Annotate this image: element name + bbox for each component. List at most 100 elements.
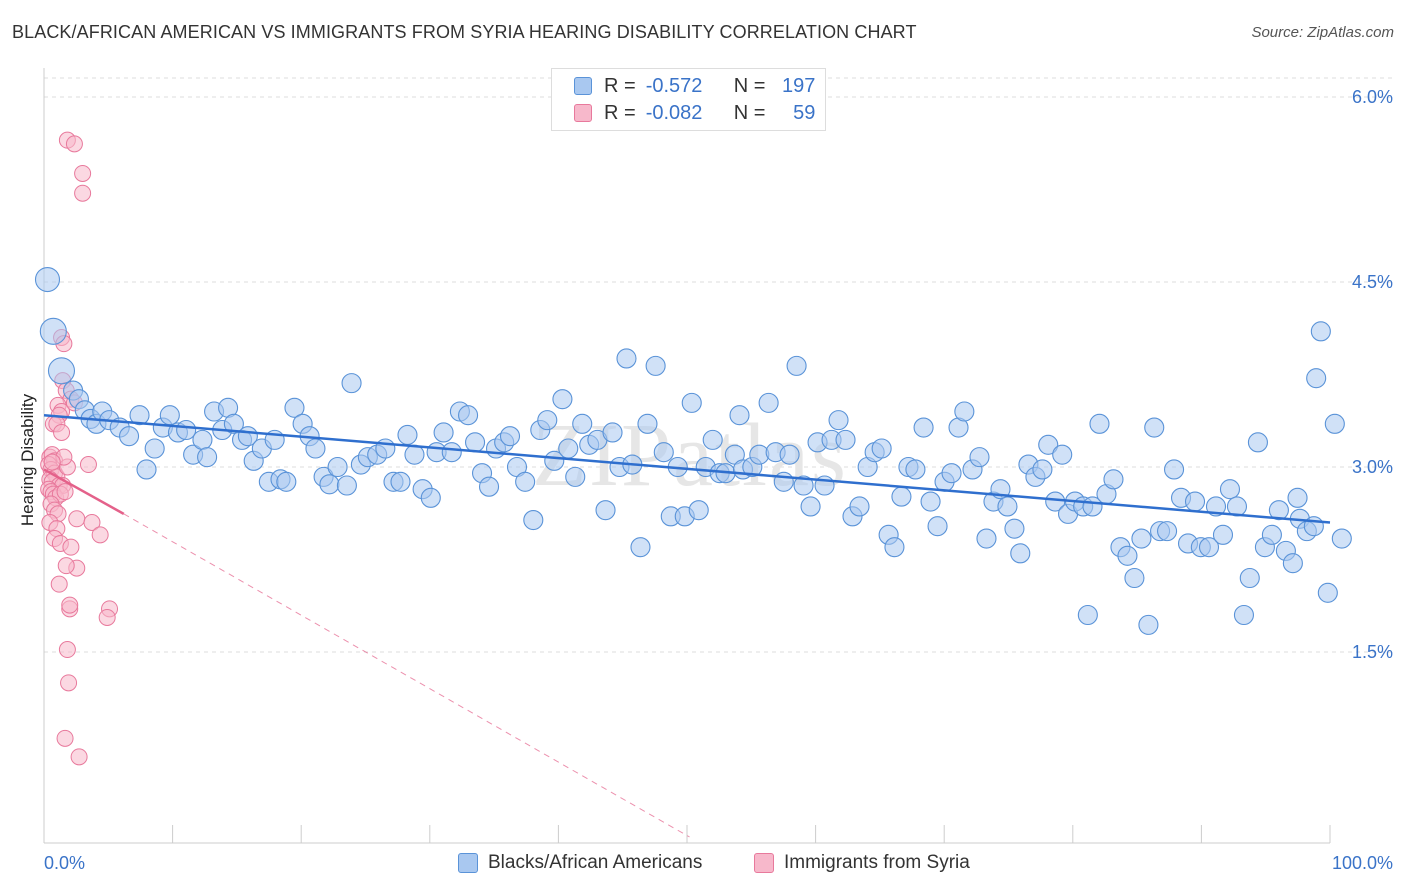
black-point bbox=[1324, 413, 1345, 434]
black-point bbox=[572, 413, 593, 434]
syria-point bbox=[91, 526, 109, 544]
legend-n-value: 59 bbox=[793, 101, 816, 124]
syria-point bbox=[53, 423, 71, 441]
black-point bbox=[499, 426, 521, 447]
black-point bbox=[793, 475, 814, 496]
black-point bbox=[602, 422, 623, 443]
black-point bbox=[884, 537, 905, 558]
black-point bbox=[118, 426, 140, 447]
syria-point bbox=[50, 575, 68, 593]
syria-point bbox=[60, 674, 78, 692]
black-point bbox=[305, 438, 326, 459]
syria-trend-extension bbox=[123, 513, 690, 838]
black-point bbox=[34, 266, 61, 293]
syria-point bbox=[79, 456, 97, 474]
black-point bbox=[941, 463, 962, 484]
syria-point bbox=[57, 557, 75, 575]
black-point bbox=[47, 357, 76, 385]
syria-point bbox=[62, 538, 80, 556]
black-point bbox=[997, 496, 1018, 517]
black-point bbox=[515, 471, 536, 492]
black-point bbox=[197, 447, 218, 468]
black-point bbox=[891, 486, 912, 507]
syria-trend-line bbox=[43, 468, 125, 515]
bottom-legend-pink: Immigrants from Syria bbox=[754, 852, 970, 874]
syria-point bbox=[74, 184, 92, 202]
bottom-legend-label-blue: Blacks/African Americans bbox=[488, 852, 703, 873]
black-point bbox=[1052, 444, 1073, 465]
y-tick-label: 1.5% bbox=[1352, 642, 1393, 662]
black-point bbox=[284, 397, 305, 418]
black-point bbox=[129, 405, 150, 426]
black-point bbox=[835, 429, 856, 450]
legend-swatch-blue bbox=[574, 77, 592, 95]
black-point bbox=[420, 487, 441, 508]
black-point bbox=[1164, 459, 1185, 480]
grid-lines bbox=[44, 77, 1392, 653]
black-point bbox=[595, 500, 616, 521]
black-point bbox=[849, 496, 870, 517]
black-point bbox=[954, 401, 975, 422]
black-point bbox=[913, 417, 934, 438]
black-point bbox=[39, 317, 67, 345]
black-point bbox=[779, 444, 800, 465]
black-point bbox=[441, 442, 462, 463]
syria-point bbox=[83, 514, 101, 531]
legend-swatch-pink bbox=[574, 104, 592, 122]
black-point bbox=[688, 500, 709, 521]
black-point bbox=[1268, 500, 1289, 521]
black-point bbox=[1239, 567, 1260, 589]
black-point bbox=[1089, 413, 1110, 434]
syria-point bbox=[61, 596, 79, 614]
black-point bbox=[433, 422, 454, 443]
black-point bbox=[630, 537, 651, 558]
syria-point bbox=[58, 641, 76, 659]
syria-point bbox=[70, 748, 88, 766]
legend-row-pink: R = -0.082 N = 59 bbox=[574, 100, 815, 126]
black-point bbox=[1261, 524, 1282, 545]
black-point bbox=[544, 450, 565, 471]
black-point bbox=[537, 410, 558, 431]
y-tick-label: 4.5% bbox=[1352, 272, 1393, 292]
black-point bbox=[1184, 491, 1206, 512]
black-point bbox=[905, 459, 926, 480]
black-point bbox=[1138, 614, 1159, 635]
black-point bbox=[558, 438, 579, 459]
bottom-legend-swatch-pink bbox=[754, 853, 774, 873]
black-points bbox=[34, 266, 1352, 635]
black-point bbox=[1331, 528, 1352, 549]
black-point bbox=[1233, 604, 1254, 626]
black-point bbox=[1131, 528, 1152, 549]
legend-n-label: N = bbox=[733, 101, 766, 124]
syria-point bbox=[74, 164, 92, 182]
black-point bbox=[159, 405, 180, 426]
black-point bbox=[478, 476, 500, 497]
legend-r-label: R = bbox=[604, 101, 636, 124]
syria-point bbox=[56, 483, 74, 501]
syria-point bbox=[43, 453, 61, 471]
y-axis-title: Hearing Disability bbox=[18, 393, 37, 527]
legend-row-blue: R = -0.572 N = 197 bbox=[574, 73, 815, 99]
bottom-legend-label-pink: Immigrants from Syria bbox=[784, 852, 970, 873]
black-point bbox=[1010, 543, 1031, 564]
black-point bbox=[1077, 604, 1098, 626]
legend-n-label: N = bbox=[733, 74, 766, 97]
black-point bbox=[223, 413, 244, 434]
black-point bbox=[1038, 434, 1059, 455]
y-tick-label: 3.0% bbox=[1352, 457, 1393, 477]
black-point bbox=[681, 392, 702, 413]
y-tick-label: 6.0% bbox=[1352, 87, 1393, 107]
black-point bbox=[1317, 582, 1338, 603]
black-point bbox=[645, 355, 666, 376]
black-point bbox=[341, 373, 362, 394]
black-point bbox=[1124, 567, 1145, 589]
chart-title: BLACK/AFRICAN AMERICAN VS IMMIGRANTS FRO… bbox=[12, 22, 917, 42]
black-point bbox=[336, 475, 357, 496]
black-point bbox=[1157, 521, 1178, 542]
black-point bbox=[327, 456, 348, 478]
black-point bbox=[390, 471, 411, 492]
black-point bbox=[786, 355, 807, 376]
x-tick-label-max: 100.0% bbox=[1331, 853, 1393, 873]
bottom-legend-blue: Blacks/African Americans bbox=[458, 852, 702, 874]
